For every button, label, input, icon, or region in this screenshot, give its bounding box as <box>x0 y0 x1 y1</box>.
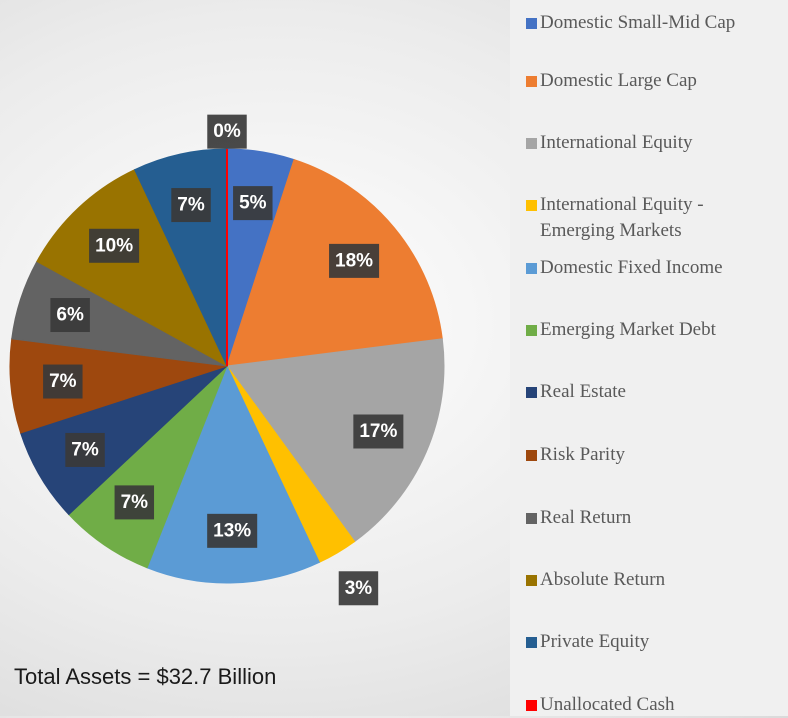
legend-item: Real Return <box>526 505 776 531</box>
legend-item: International Equity - Emerging Markets <box>526 192 776 244</box>
data-label: 5% <box>233 186 273 221</box>
data-label: 7% <box>43 364 83 399</box>
legend-swatch <box>526 263 537 274</box>
data-label-box <box>233 186 273 221</box>
data-label-box <box>89 228 140 263</box>
data-label-text: 5% <box>239 193 267 214</box>
legend-item: Emerging Market Debt <box>526 317 776 343</box>
legend-label: International Equity - Emerging Markets <box>540 194 704 241</box>
legend-swatch <box>526 575 537 586</box>
chart: 5% 18% 17% 3% 13% 7% 7% 7% 6% 10% 7% 0% <box>9 114 445 606</box>
legend-label: Risk Parity <box>540 444 625 465</box>
data-label: 7% <box>114 485 155 520</box>
data-label-text: 3% <box>345 578 373 599</box>
legend-label: Private Equity <box>540 631 650 652</box>
data-label: 17% <box>353 414 404 449</box>
legend-item: Private Equity <box>526 629 776 655</box>
data-label: 18% <box>329 243 380 278</box>
data-label: 7% <box>171 188 211 223</box>
legend-item: Real Estate <box>526 379 776 405</box>
legend-item: Absolute Return <box>526 567 776 593</box>
legend-swatch <box>526 513 537 524</box>
pie-slice <box>36 168 229 368</box>
legend-item: Domestic Large Cap <box>526 68 776 94</box>
data-label-text: 10% <box>95 235 133 256</box>
legend-swatch <box>526 637 537 648</box>
data-label: 6% <box>50 298 90 333</box>
legend-swatch <box>526 325 537 336</box>
pie-slice <box>226 338 445 543</box>
legend-label: Absolute Return <box>540 569 666 590</box>
data-label-box <box>353 414 404 449</box>
legend-swatch <box>526 387 537 398</box>
legend-label: Emerging Market Debt <box>540 319 716 340</box>
data-label: 7% <box>65 432 105 467</box>
legend-swatch <box>526 700 537 711</box>
data-label-box <box>114 485 155 520</box>
data-label-box <box>207 513 258 548</box>
legend-item: Domestic Small-Mid Cap <box>526 10 776 36</box>
data-label-box <box>43 364 83 399</box>
legend-item: Risk Parity <box>526 442 776 468</box>
data-label-box <box>171 188 211 223</box>
data-label: 13% <box>207 513 258 548</box>
data-label-text: 0% <box>213 121 241 142</box>
data-label-box <box>65 432 105 467</box>
legend-swatch <box>526 450 537 461</box>
data-label-text: 13% <box>213 520 251 541</box>
legend-panel <box>510 0 788 716</box>
data-label: 3% <box>338 571 379 606</box>
legend-label: Unallocated Cash <box>540 694 675 715</box>
data-label-text: 6% <box>56 305 84 326</box>
legend-label: Real Return <box>540 507 632 528</box>
data-label-box <box>338 571 379 606</box>
legend-swatch <box>526 138 537 149</box>
legend-item: International Equity <box>526 130 776 156</box>
data-label-text: 7% <box>177 195 205 216</box>
data-label-text: 7% <box>71 439 99 460</box>
legend-label: Domestic Fixed Income <box>540 257 723 278</box>
data-label-box <box>50 298 90 333</box>
legend-label: Real Estate <box>540 381 626 402</box>
legend-label: Domestic Large Cap <box>540 70 697 91</box>
data-label-text: 17% <box>359 421 397 442</box>
legend-label: Domestic Small-Mid Cap <box>540 12 736 33</box>
data-label-box <box>329 243 380 278</box>
data-label: 10% <box>89 228 140 263</box>
data-label-box <box>207 114 247 149</box>
legend-item: Unallocated Cash <box>526 692 776 718</box>
pie-slice <box>146 364 321 584</box>
legend-swatch <box>526 76 537 87</box>
legend-label: International Equity <box>540 132 693 153</box>
data-label-text: 7% <box>49 371 77 392</box>
data-label-text: 18% <box>335 250 373 271</box>
legend-swatch <box>526 200 537 211</box>
annotation: Total Assets = $32.7 Billion <box>14 664 277 689</box>
legend-swatch <box>526 18 537 29</box>
data-label: 0% <box>207 114 247 149</box>
data-label-text: 7% <box>121 492 149 513</box>
legend-item: Domestic Fixed Income <box>526 255 776 281</box>
